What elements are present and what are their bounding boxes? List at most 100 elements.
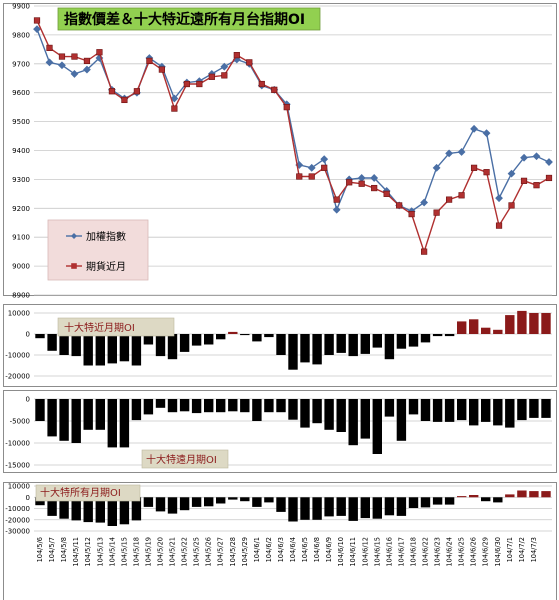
x-tick-label: 104/6/2 — [265, 537, 273, 562]
x-tick-label: 104/7/3 — [530, 537, 538, 562]
y-tick-label-p4: -30000 — [5, 528, 30, 536]
bar-p4 — [517, 490, 527, 498]
point-futures — [271, 86, 278, 93]
bar-p3 — [408, 399, 419, 415]
legend-box — [47, 219, 149, 281]
bar-p4 — [360, 497, 370, 519]
bar-p3 — [457, 399, 467, 421]
x-tick-label: 104/6/1 — [253, 537, 261, 562]
bar-p3 — [432, 399, 443, 422]
x-tick-label: 104/6/24 — [446, 537, 454, 567]
point-index — [420, 198, 429, 207]
bar-p4 — [312, 497, 322, 520]
bar-p4 — [288, 497, 298, 522]
bar-p2 — [216, 334, 226, 340]
point-index — [70, 70, 79, 78]
point-futures — [533, 182, 540, 189]
bar-p2 — [469, 319, 479, 334]
point-futures — [421, 248, 428, 255]
y-tick-label-p1: 9500 — [12, 118, 30, 126]
point-index — [307, 163, 316, 172]
bar-p3 — [59, 399, 69, 441]
bar-p2 — [131, 334, 142, 366]
chart-title: 指數價差＆十大特近遠所有月台指期OI — [64, 11, 305, 28]
x-tick-label: 104/5/7 — [48, 537, 56, 562]
bar-p3 — [155, 399, 166, 408]
bar-p4 — [228, 497, 238, 500]
point-futures — [158, 66, 165, 73]
point-futures — [396, 202, 403, 209]
point-futures — [333, 196, 340, 203]
point-futures — [433, 209, 440, 216]
x-tick-label: 104/5/26 — [205, 537, 213, 567]
bar-p2 — [384, 334, 395, 360]
legend-marker-futures — [71, 263, 77, 269]
bar-p2 — [119, 334, 130, 362]
bar-p4 — [420, 497, 431, 508]
x-tick-label: 104/5/12 — [84, 537, 92, 567]
bar-p4 — [541, 491, 551, 498]
bar-p4 — [95, 497, 105, 523]
bar-p2 — [396, 334, 407, 349]
bar-p2 — [276, 334, 286, 355]
bar-p3 — [360, 399, 370, 439]
bar-p2 — [348, 334, 358, 357]
point-futures — [258, 80, 265, 88]
y-tick-label-p4: 0 — [26, 494, 30, 502]
x-tick-label: 104/7/2 — [518, 537, 526, 562]
point-futures — [146, 57, 153, 65]
x-tick-label: 104/5/25 — [193, 537, 201, 567]
bar-p3 — [35, 399, 45, 421]
bar-p3 — [517, 399, 527, 421]
bar-p2 — [264, 334, 274, 338]
x-tick-label: 104/6/17 — [397, 537, 405, 567]
panel-label-box-2 — [57, 317, 175, 337]
point-index — [495, 194, 503, 203]
point-index — [507, 169, 516, 178]
bar-p3 — [348, 399, 358, 446]
x-tick-label: 104/5/22 — [181, 537, 189, 567]
bar-p4 — [276, 497, 286, 512]
y-tick-label-p3: -15000 — [5, 462, 30, 470]
bar-p4 — [71, 497, 81, 521]
point-index — [45, 58, 54, 67]
bar-p4 — [155, 497, 166, 512]
bar-p4 — [264, 497, 274, 503]
point-index — [482, 129, 491, 138]
point-futures — [358, 180, 365, 187]
x-tick-label: 104/5/8 — [60, 537, 68, 562]
x-tick-label: 104/7/1 — [506, 537, 514, 562]
bar-p2 — [457, 321, 467, 334]
y-tick-label-p1: 9400 — [12, 147, 30, 155]
bar-p3 — [469, 399, 479, 426]
point-futures — [445, 196, 453, 203]
panel-frames — [3, 3, 557, 600]
bar-p3 — [420, 399, 431, 421]
legend-marker-index — [71, 233, 77, 239]
point-futures — [483, 169, 490, 176]
point-futures — [495, 222, 503, 229]
bar-p4 — [457, 496, 467, 498]
point-index — [170, 94, 179, 103]
point-index — [83, 65, 91, 74]
bar-p4 — [59, 497, 69, 519]
bar-p4 — [384, 497, 395, 516]
x-tick-label: 104/6/30 — [494, 537, 502, 567]
point-index — [532, 152, 541, 161]
bar-p2 — [517, 310, 527, 334]
y-tick-label-p2: 10000 — [8, 310, 30, 318]
bar-p4 — [481, 497, 491, 502]
point-index — [457, 148, 466, 156]
x-tick-label: 104/5/13 — [96, 537, 104, 567]
point-futures — [246, 59, 253, 66]
x-tick-label: 104/5/21 — [169, 537, 177, 567]
point-index — [370, 174, 379, 182]
bar-p3 — [167, 399, 178, 413]
x-tick-label: 104/5/11 — [72, 537, 80, 567]
bar-p2 — [529, 313, 539, 334]
bar-p4 — [408, 497, 419, 508]
bar-p4 — [432, 497, 443, 505]
bar-p3 — [444, 399, 455, 422]
